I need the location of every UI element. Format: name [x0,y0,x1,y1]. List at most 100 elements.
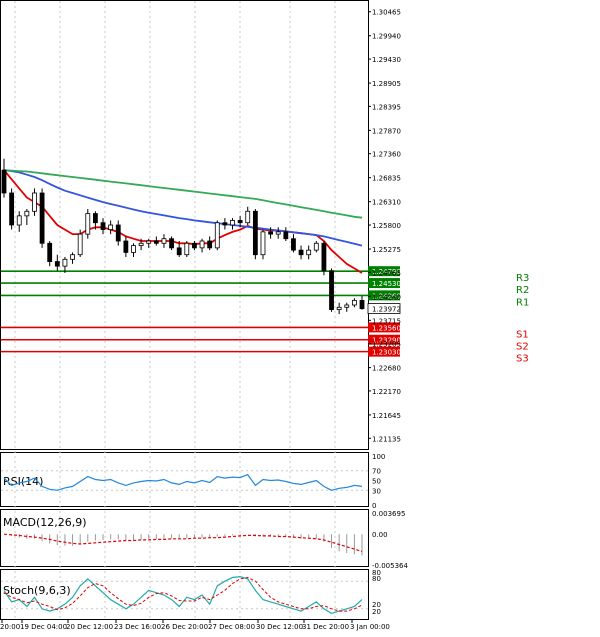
candle-bull [260,231,266,256]
stoch-tick-label: 80 [372,569,381,577]
candle-bear [39,192,45,244]
time-tick-label: 27 Dec 08:00 [208,623,255,631]
candle-bull [161,238,167,244]
level-tag-bg [368,346,400,357]
candle-bull [16,215,22,226]
price-tick-label: 1.29940 [372,33,401,41]
macd-pane: 0.003695 0.00 -0.005364 MACD(12,26,9) [3,510,408,570]
candle-bear [298,249,304,256]
price-axis: 1.30465 1.29940 1.29430 1.28905 1.28395 1.278… [367,9,401,443]
candle-bull [245,210,251,224]
candle-bear [283,231,289,240]
level-label-s2: S2 [516,342,529,353]
candle-bear [176,247,182,256]
stoch-pane-frame [0,569,369,620]
ma-line [3,169,363,219]
candle-bear [115,224,121,242]
candle-bull [24,210,30,217]
candle-bear [321,242,327,272]
candle-bull [344,304,350,308]
price-tick-label: 1.21645 [372,412,401,420]
price-tick-label: 1.22170 [372,388,401,396]
candle-bear [93,213,98,224]
price-tick-label: 1.28395 [372,103,401,111]
grid [14,1,336,620]
candle-bull [199,240,205,249]
price-tick-label: 1.25800 [372,222,401,230]
candle-bear [192,242,197,249]
candle-bear [237,220,243,224]
price-tick-label: 1.21135 [372,435,401,443]
candle-bull [146,240,152,244]
candle-bear [329,270,334,310]
stoch-tick-label: 20 [372,608,381,616]
candle-bull [62,258,68,267]
moving-averages [3,169,363,274]
candle-bull [70,254,75,260]
candle-bear [9,192,15,226]
level-label-r1: R1 [516,297,529,308]
price-tick-label: 1.26835 [372,175,401,183]
stoch-tick-label: 80 [372,575,381,583]
level-tag-bg [368,290,400,301]
current-price-tag: 1.23972 [372,306,401,314]
level-label-s3: S3 [516,354,529,365]
candle-bear [252,210,258,256]
time-tick-label: 31 Dec 20:00 [302,623,349,631]
level-tag-bg [368,334,400,345]
candle-bear [47,242,53,262]
time-tick-label: 20 Dec 12:00 [66,623,113,631]
candle-bear [291,238,296,251]
stoch-k-line [3,575,363,615]
stoch-d-line [3,576,363,612]
candle-bear [268,231,273,235]
rsi-tick-label: 100 [372,453,385,461]
candle-bull [85,213,91,235]
level-label-r2: R2 [516,285,529,296]
candle-bull [184,242,190,256]
candle-bear [100,222,106,230]
time-tick-label: 3 Jan 00:00 [350,623,390,631]
price-tick-label: 1.23205 [372,341,401,349]
price-tick-label: 1.30465 [372,9,401,17]
level-label-s1: S1 [516,329,529,340]
candle-bear [1,169,7,194]
candle-bear [54,261,60,267]
candles [1,158,365,315]
candle-bear [169,238,174,249]
candle-bull [306,249,312,256]
level-tag-bg [368,278,400,289]
rsi-tick-label: 30 [372,487,381,495]
level-tag-bg [368,266,400,277]
macd-tick-label: 0.00 [372,531,388,539]
candle-bull [275,231,281,235]
stoch-label: Stoch(9,6,3) [3,584,71,597]
macd-tick-label: -0.005364 [372,562,408,570]
level-tag-s1: 1.23560 [372,324,401,332]
price-tick-label: 1.24765 [372,269,401,277]
macd-signal-line [3,533,363,552]
macd-tick-label: 0.003695 [372,510,405,518]
time-tick-label: 26 Dec 20:00 [161,623,208,631]
price-tick-label: 1.26310 [372,199,401,207]
candle-bear [222,222,228,226]
level-tag-bg [368,322,400,333]
candle-bear [359,300,365,310]
level-tag-s3: 1.23030 [372,349,401,357]
price-tick-label: 1.28905 [372,80,401,88]
candle-bear [123,240,129,253]
candle-bull [313,242,319,251]
candle-bear [207,240,213,249]
ma-line [3,169,363,247]
price-tick-label: 1.22680 [372,365,401,373]
candle-bull [32,192,37,212]
level-tag-r2: 1.24530 [372,280,401,288]
price-tick-label: 1.25275 [372,246,401,254]
candle-bull [131,245,136,253]
current-price-tag-bg [367,303,401,314]
candle-bull [108,224,114,230]
level-tag-s2: 1.23290 [372,337,401,345]
